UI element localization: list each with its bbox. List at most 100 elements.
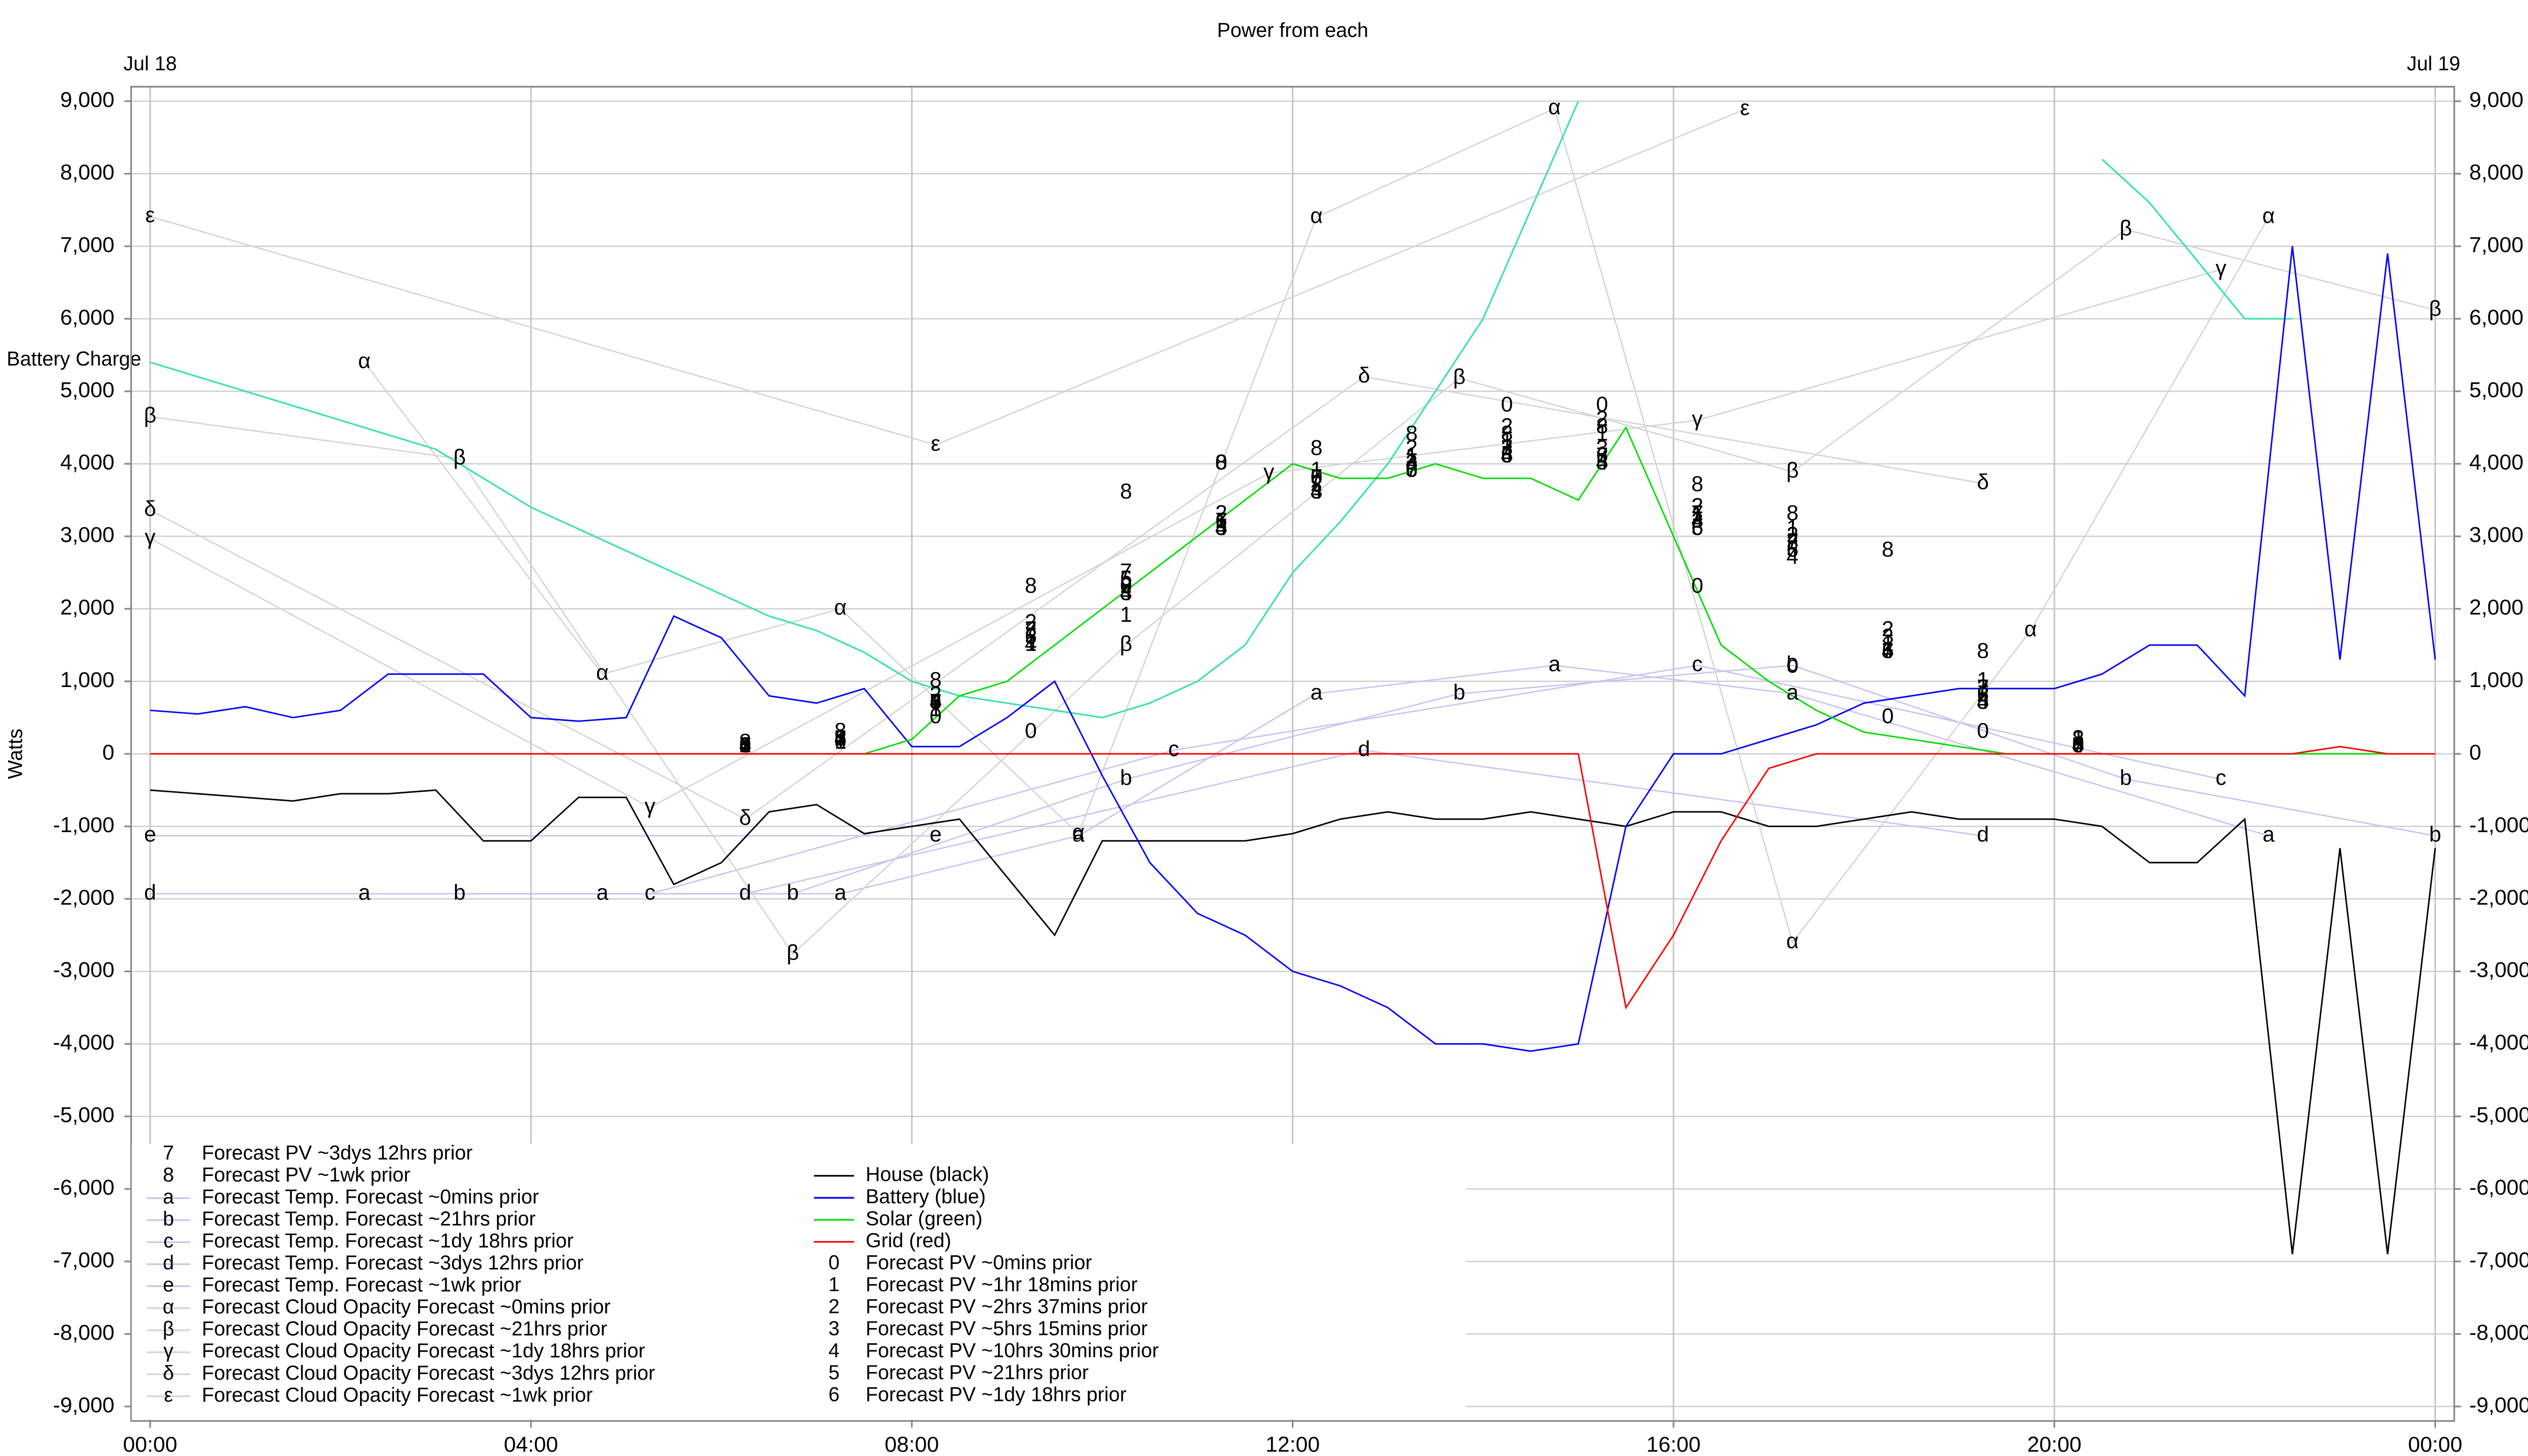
pv-forecast-marker: 5 xyxy=(1406,458,1418,482)
pv-forecast-marker: 3 xyxy=(1215,516,1228,540)
forecast-marker: β xyxy=(787,940,799,965)
pv-forecast-marker: 2 xyxy=(1311,472,1323,496)
forecast-marker: α xyxy=(1310,204,1323,228)
legend-label: Forecast PV ~1wk prior xyxy=(202,1164,410,1186)
pv-forecast-marker: 1 xyxy=(2072,726,2084,750)
y-tick-label: 4,000 xyxy=(60,450,114,475)
forecast-marker: γ xyxy=(145,525,156,549)
y-tick-label: 2,000 xyxy=(60,596,114,620)
forecast-marker: ε xyxy=(1740,96,1750,120)
legend-marker: e xyxy=(163,1274,174,1296)
legend-marker: β xyxy=(163,1318,174,1340)
pv-forecast-marker: 0 xyxy=(1691,574,1703,598)
pv-forecast-marker: 3 xyxy=(739,733,751,757)
pv-forecast-marker: 0 xyxy=(1786,653,1798,677)
pv-forecast-marker: 6 xyxy=(1786,537,1798,562)
forecast-marker: δ xyxy=(1977,470,1989,494)
pv-forecast-marker: 5 xyxy=(1120,566,1132,590)
pv-forecast-marker: 6 xyxy=(1691,516,1703,540)
forecast-marker: α xyxy=(1548,95,1561,119)
pv-forecast-marker: 7 xyxy=(1120,559,1132,583)
pv-forecast-marker: 2 xyxy=(1691,494,1703,518)
pv-forecast-marker: 8 xyxy=(1025,574,1037,598)
pv-forecast-marker: 1 xyxy=(1977,668,1989,692)
pv-forecast-marker: 3 xyxy=(930,690,942,714)
pv-forecast-marker: 5 xyxy=(1977,690,1989,714)
pv-forecast-marker: 4 xyxy=(1025,631,1037,656)
forecast-marker: β xyxy=(2119,216,2132,240)
forecast-marker: d xyxy=(1977,823,1989,847)
pv-forecast-marker: 8 xyxy=(1596,414,1608,438)
legend-marker: 8 xyxy=(163,1164,174,1186)
pv-forecast-marker: 1 xyxy=(1596,421,1608,445)
forecast-marker: a xyxy=(1072,823,1085,847)
legend-marker: 2 xyxy=(828,1296,839,1318)
forecast-line xyxy=(459,664,2435,895)
pv-forecast-marker: 8 xyxy=(1311,436,1323,460)
pv-forecast-marker: 3 xyxy=(1311,479,1323,504)
forecast-marker: c xyxy=(1692,652,1702,676)
y-tick-label: -7,000 xyxy=(53,1248,115,1272)
legend-marker: c xyxy=(163,1230,173,1252)
forecast-marker: γ xyxy=(645,794,656,818)
legend-label: Forecast Cloud Opacity Forecast ~0mins p… xyxy=(202,1296,610,1318)
pv-forecast-marker: 3 xyxy=(1501,436,1513,460)
pv-forecast-marker: 4 xyxy=(1406,450,1418,475)
legend-marker: d xyxy=(163,1252,174,1274)
pv-forecast-marker: 7 xyxy=(2072,733,2084,757)
pv-forecast-marker: 4 xyxy=(1311,479,1323,504)
y-tick-label: 2,000 xyxy=(2469,596,2523,620)
legend-marker: ε xyxy=(164,1384,173,1406)
series-line xyxy=(150,789,2436,1254)
legend-label: Forecast Temp. Forecast ~1wk prior xyxy=(202,1274,521,1296)
pv-forecast-marker: 0 xyxy=(1311,465,1323,489)
forecast-marker: α xyxy=(1786,929,1799,953)
legend-marker: α xyxy=(163,1296,174,1318)
legend-label: Forecast Temp. Forecast ~3dys 12hrs prio… xyxy=(202,1252,583,1274)
pv-forecast-marker: 6 xyxy=(1501,443,1513,467)
pv-forecast-marker: 8 xyxy=(1120,479,1132,504)
y-tick-label: -8,000 xyxy=(53,1321,115,1345)
forecast-marker: c xyxy=(2216,766,2226,790)
legend-label: Solar (green) xyxy=(866,1207,982,1230)
y-tick-label: -6,000 xyxy=(53,1175,115,1200)
forecast-line xyxy=(150,268,2222,808)
legend-label: Forecast PV ~0mins prior xyxy=(866,1251,1092,1273)
pv-forecast-marker: 1 xyxy=(1691,501,1703,525)
pv-forecast-marker: 3 xyxy=(1596,436,1608,460)
forecast-marker: γ xyxy=(1263,460,1275,484)
pv-forecast-marker: 3 xyxy=(1406,450,1418,475)
pv-forecast-marker: 2 xyxy=(1025,610,1037,634)
legend-label: Forecast Cloud Opacity Forecast ~3dys 12… xyxy=(202,1362,655,1384)
pv-forecast-marker: 7 xyxy=(1406,458,1418,482)
pv-forecast-marker: 6 xyxy=(834,726,846,750)
forecast-marker: β xyxy=(2429,297,2442,321)
legend-marker: 3 xyxy=(828,1317,839,1340)
legend-label: House (black) xyxy=(866,1163,989,1186)
y-tick-label: 0 xyxy=(102,740,114,764)
y-tick-label: -3,000 xyxy=(53,958,115,982)
date-label: Jul 18 xyxy=(123,53,177,75)
pv-forecast-marker: 5 xyxy=(1215,516,1228,540)
legend-label: Forecast Temp. Forecast ~1dy 18hrs prior xyxy=(202,1230,573,1252)
pv-forecast-marker: 7 xyxy=(834,726,846,750)
y-tick-label: -8,000 xyxy=(2469,1321,2528,1345)
pv-forecast-marker: 1 xyxy=(739,733,751,757)
y-tick-label: -9,000 xyxy=(53,1393,115,1417)
chart-title: Power from each xyxy=(1217,19,1368,41)
axes: 9,000 9,000 8,000 8,000 7,000 7,000 6,000 6,000… xyxy=(53,88,2528,1456)
pv-forecast-marker: 2 xyxy=(2072,726,2084,750)
forecast-marker: δ xyxy=(144,497,156,521)
pv-forecast-marker: 8 xyxy=(1691,472,1703,496)
pv-forecast-marker: 8 xyxy=(739,730,751,754)
x-tick-label: 00:00 xyxy=(2408,1433,2462,1456)
pv-forecast-marker: 2 xyxy=(1882,617,1894,642)
forecast-line xyxy=(150,108,1745,446)
forecast-marker: b xyxy=(1120,766,1132,790)
pv-forecast-marker: 5 xyxy=(2072,733,2084,757)
pv-forecast-marker: 6 xyxy=(1882,639,1894,663)
pv-forecast-marker: 7 xyxy=(739,733,751,757)
forecast-marker: c xyxy=(645,880,655,904)
pv-forecast-marker: 6 xyxy=(1215,508,1228,532)
pv-forecast-marker: 8 xyxy=(1882,537,1894,562)
